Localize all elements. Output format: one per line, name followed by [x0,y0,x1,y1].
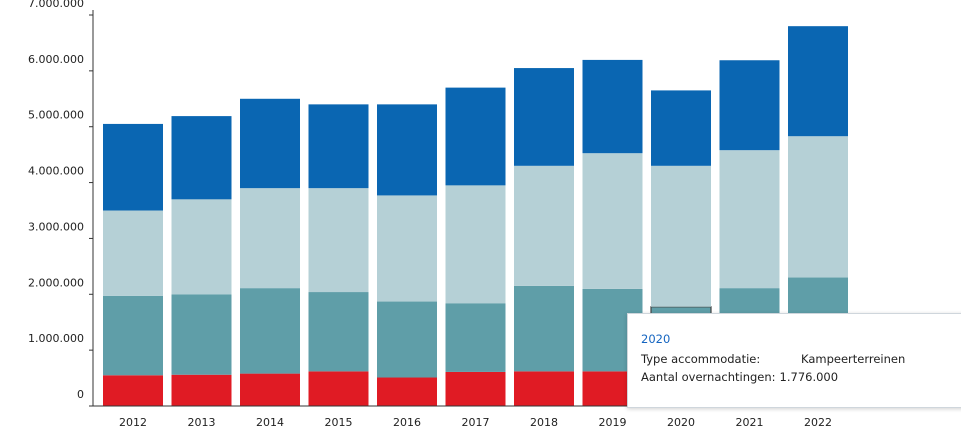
bar-segment-2015-1[interactable] [308,292,369,372]
bar-segment-2013-0[interactable] [171,374,232,406]
bar-segment-2012-3[interactable] [103,123,163,211]
bar-segment-2017-2[interactable] [445,185,506,304]
bar-segment-2021-2[interactable] [719,150,780,289]
x-tick-label: 2022 [804,416,832,429]
bar-segment-2016-0[interactable] [377,377,437,406]
bar-segment-2017-3[interactable] [445,87,506,186]
tooltip-count-row: Aantal overnachtingen: 1.776.000 [641,370,961,384]
y-tick-label: 0 [77,388,84,401]
bar-segment-2021-3[interactable] [719,60,780,151]
bar-segment-2017-0[interactable] [445,371,506,406]
bar-segment-2019-3[interactable] [582,59,643,154]
tooltip-type-row: Type accommodatie: Kampeerterreinen [641,352,961,366]
bar-segment-2018-1[interactable] [514,285,574,372]
x-tick-label: 2021 [736,416,764,429]
bar-segment-2012-1[interactable] [103,295,163,376]
bar-segment-2014-0[interactable] [240,373,300,406]
tooltip-type-value: Kampeerterreinen [801,352,906,366]
bar-segment-2015-0[interactable] [308,371,369,406]
x-tick-label: 2015 [325,416,353,429]
bar-segment-2015-3[interactable] [308,104,369,189]
bar-segment-2012-2[interactable] [103,210,163,296]
x-tick-label: 2016 [393,416,421,429]
y-axis: 0 1.000.000 2.000.000 3.000.000 4.000.000 5.0… [28,0,94,407]
x-axis: 2012 2013 2014 2015 2016 2017 2018 2019 2020 2021… [93,405,961,429]
bar-segment-2014-1[interactable] [240,288,300,374]
x-tick-label: 2012 [119,416,147,429]
y-tick-label: 4.000.000 [28,165,84,178]
x-tick-label: 2013 [188,416,216,429]
bar-segment-2018-3[interactable] [514,68,574,166]
bar-segment-2018-0[interactable] [514,371,574,406]
bar-segment-2018-2[interactable] [514,165,574,286]
bar-segment-2016-1[interactable] [377,301,437,378]
bar-segment-2022-3[interactable] [788,26,848,137]
tooltip-count-label: Aantal overnachtingen: [641,370,776,384]
y-tick-label: 2.000.000 [28,276,84,289]
bar-segment-2022-2[interactable] [788,136,848,278]
bar-segment-2015-2[interactable] [308,188,369,293]
bar-segment-2014-2[interactable] [240,188,300,289]
y-tick-label: 1.000.000 [28,332,84,345]
x-tick-label: 2017 [462,416,490,429]
y-tick-label: 5.000.000 [28,109,84,122]
y-tick-label: 6.000.000 [28,53,84,66]
bar-segment-2012-0[interactable] [103,375,163,406]
x-tick-label: 2014 [256,416,284,429]
x-tick-label: 2019 [599,416,627,429]
bar-segment-2013-2[interactable] [171,199,232,295]
tooltip-year: 2020 [641,332,671,346]
tooltip-type-label: Type accommodatie: [641,352,761,366]
bar-segment-2019-2[interactable] [582,153,643,289]
bar-segment-2020-3[interactable] [651,90,711,166]
bar-segment-2016-3[interactable] [377,104,437,196]
bar-segment-2016-2[interactable] [377,195,437,302]
y-tick-label: 7.000.000 [28,0,84,10]
tooltip-count-value: 1.776.000 [779,370,839,384]
bar-segment-2013-3[interactable] [171,116,232,200]
bar-segment-2013-1[interactable] [171,294,232,375]
bar-segment-2014-3[interactable] [240,98,300,189]
x-tick-label: 2018 [530,416,558,429]
y-tick-label: 3.000.000 [28,220,84,233]
x-tick-label: 2020 [667,416,695,429]
tooltip: 2020 Type accommodatie: Kampeerterreinen… [627,313,961,408]
bar-segment-2020-2[interactable] [651,165,711,307]
bar-segment-2017-1[interactable] [445,303,506,372]
